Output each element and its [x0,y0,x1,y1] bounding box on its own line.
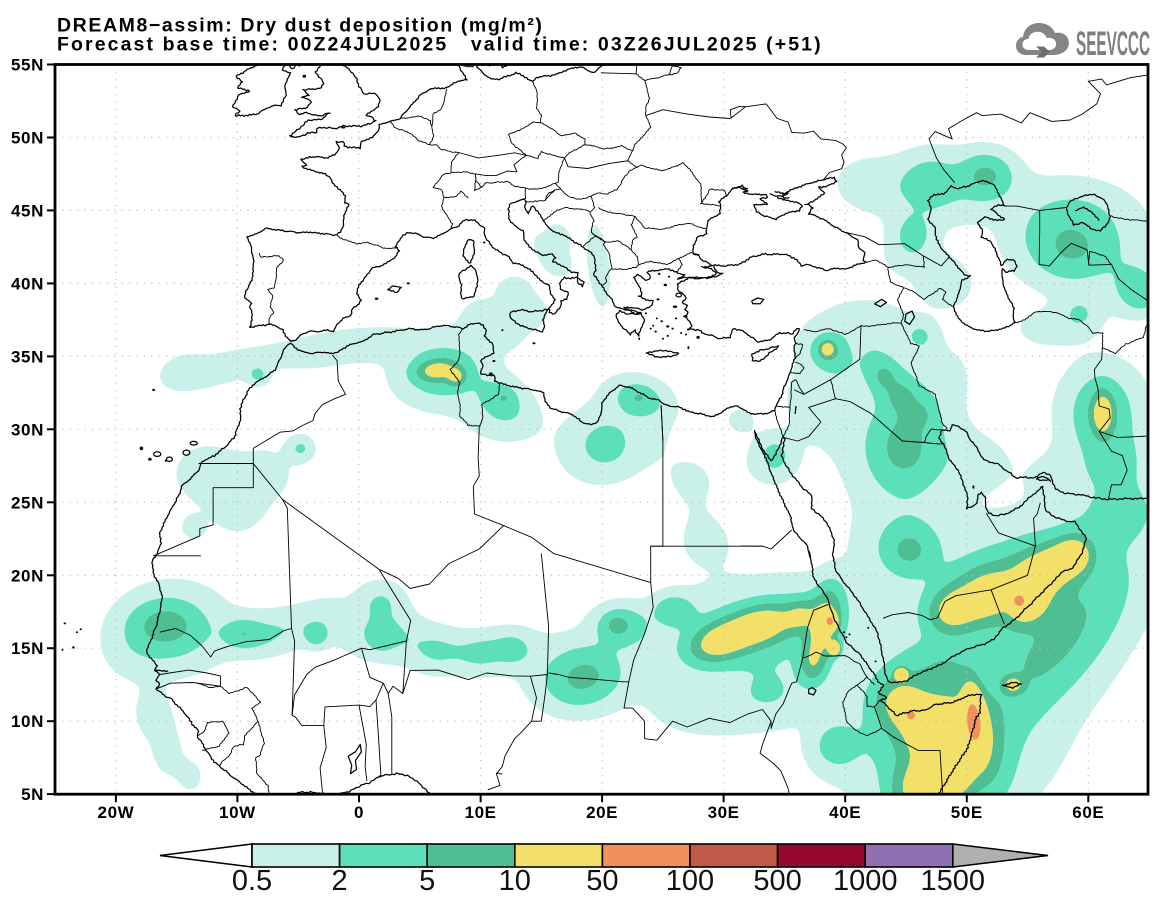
svg-text:5: 5 [419,865,435,897]
svg-text:10E: 10E [465,803,497,822]
svg-text:5N: 5N [21,785,44,804]
svg-text:500: 500 [753,865,801,897]
svg-text:Forecast base time: 00Z24JUL20: Forecast base time: 00Z24JUL2025 valid t… [57,34,823,56]
svg-text:1500: 1500 [921,865,986,897]
svg-text:15N: 15N [11,639,44,658]
svg-text:SEEVCCC: SEEVCCC [1076,25,1150,63]
svg-text:30E: 30E [708,803,740,822]
svg-text:50N: 50N [11,129,44,148]
svg-text:2: 2 [332,865,348,897]
svg-text:20N: 20N [11,566,44,585]
svg-text:45N: 45N [11,201,44,220]
svg-text:10: 10 [499,865,531,897]
svg-text:100: 100 [666,865,714,897]
svg-text:1000: 1000 [833,865,898,897]
svg-text:20W: 20W [98,803,135,822]
svg-text:10W: 10W [219,803,256,822]
svg-text:50: 50 [586,865,618,897]
svg-text:40E: 40E [829,803,861,822]
svg-text:0.5: 0.5 [232,865,272,897]
svg-text:0: 0 [354,803,364,822]
svg-text:25N: 25N [11,493,44,512]
svg-text:20E: 20E [586,803,618,822]
svg-text:50E: 50E [951,803,983,822]
svg-text:30N: 30N [11,420,44,439]
svg-text:60E: 60E [1072,803,1104,822]
svg-text:DREAM8−assim: Dry dust deposit: DREAM8−assim: Dry dust deposition (mg/m²… [57,15,544,37]
svg-text:55N: 55N [11,56,44,75]
svg-text:40N: 40N [11,274,44,293]
svg-text:10N: 10N [11,712,44,731]
svg-text:35N: 35N [11,347,44,366]
